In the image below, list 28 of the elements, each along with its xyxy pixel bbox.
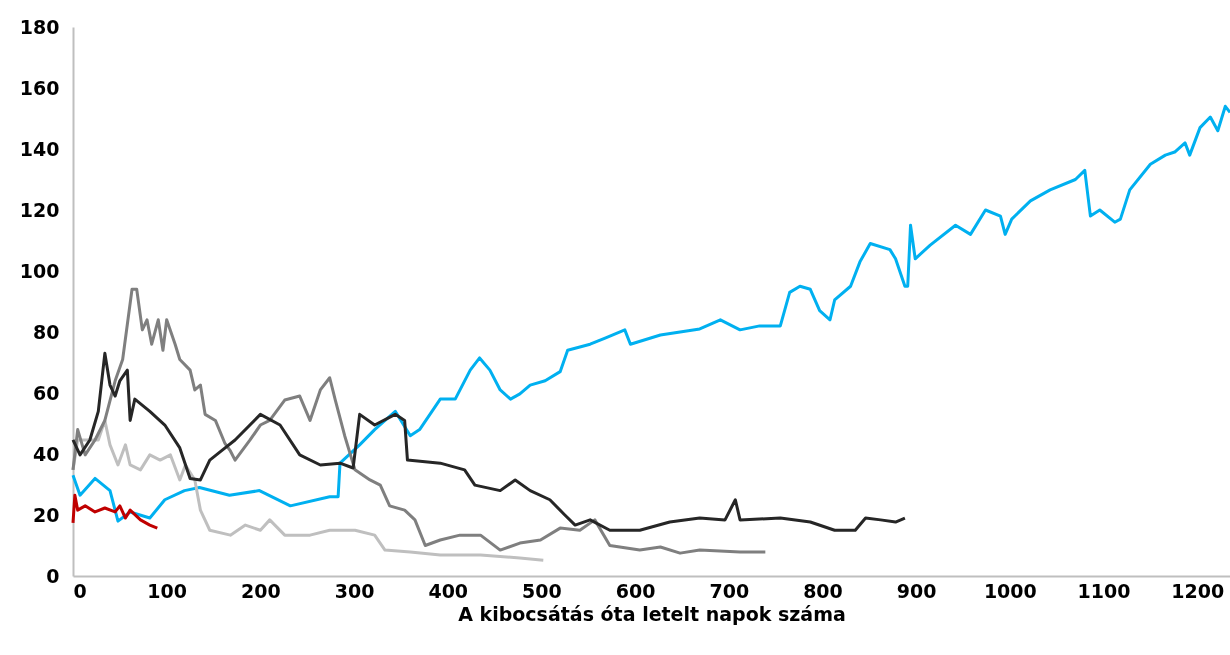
y-tick-label: 0 <box>46 564 60 587</box>
line-series <box>71 493 159 530</box>
y-tick-label: 180 <box>19 15 60 38</box>
x-tick-label: 0 <box>73 579 87 602</box>
x-tick-label: 300 <box>334 579 375 602</box>
x-tick-label: 400 <box>428 579 469 602</box>
x-tick-label: 700 <box>709 579 750 602</box>
x-tick-label: 900 <box>896 579 937 602</box>
y-tick-label: 120 <box>19 198 60 221</box>
x-tick-label: 600 <box>615 579 656 602</box>
x-tick-label: 100 <box>147 579 188 602</box>
y-tick-label: 100 <box>19 259 60 282</box>
x-tick-label: 1200 <box>1171 579 1225 602</box>
line-series <box>71 104 1230 523</box>
y-tick-label: 20 <box>33 503 60 526</box>
x-tick-label: 1000 <box>983 579 1037 602</box>
x-axis-title: A kibocsátás óta letelt napok száma <box>458 602 846 625</box>
y-tick-label: 140 <box>19 137 60 160</box>
x-tick-label: 800 <box>803 579 843 602</box>
y-tick-label: 80 <box>33 320 60 343</box>
x-tick-label: 1100 <box>1077 579 1131 602</box>
line-series <box>71 351 907 532</box>
x-tick-label: 500 <box>522 579 562 602</box>
line-series <box>71 287 767 555</box>
y-tick-label: 160 <box>19 76 60 99</box>
y-tick-label: 60 <box>33 381 60 404</box>
y-tick-label: 40 <box>33 442 60 465</box>
x-tick-label: 200 <box>241 579 281 602</box>
